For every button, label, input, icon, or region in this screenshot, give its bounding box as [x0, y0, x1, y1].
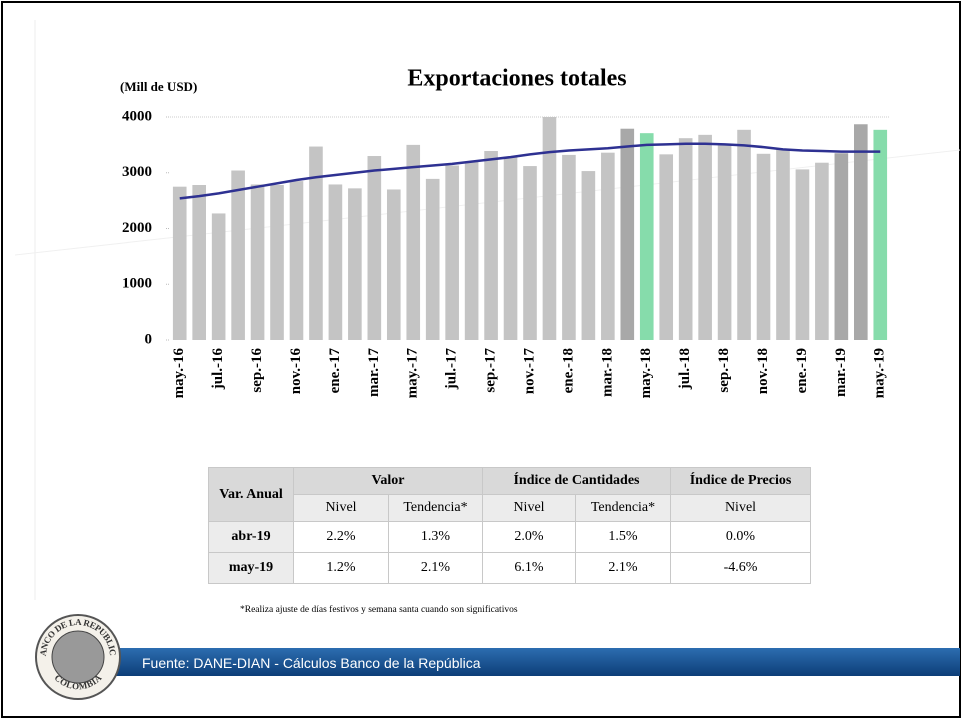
- cell: 2.0%: [482, 521, 576, 553]
- cell: 1.5%: [575, 521, 671, 553]
- bar: [367, 156, 382, 340]
- bar: [523, 166, 537, 340]
- cell: 2.1%: [388, 552, 483, 584]
- x-tick-label: sep.-17: [483, 348, 499, 393]
- row-label: abr-19: [208, 521, 294, 553]
- bar: [250, 184, 265, 340]
- y-tick-label: 1000: [122, 276, 152, 292]
- source: Fuente: DANE-DIAN - Cálculos Banco de la…: [142, 655, 481, 671]
- bar: [776, 149, 790, 340]
- x-tick-label: ene.-19: [794, 348, 810, 393]
- bar: [620, 128, 635, 340]
- bar: [289, 181, 304, 340]
- header-cell: Valor: [293, 467, 483, 495]
- footnote: *Realiza ajuste de días festivos y seman…: [240, 605, 518, 615]
- cell: 2.1%: [575, 552, 671, 584]
- y-tick-label: 0: [145, 331, 153, 347]
- bar: [815, 162, 829, 340]
- bar: [639, 133, 654, 340]
- cell: 0.0%: [670, 521, 811, 553]
- bar: [192, 185, 206, 340]
- x-tick-label: may.-17: [405, 348, 421, 399]
- subheader-cell: Nivel: [670, 494, 811, 522]
- bar: [542, 117, 557, 340]
- x-tick-label: sep.-18: [716, 348, 732, 393]
- bar: [717, 145, 732, 340]
- bar: [386, 189, 401, 340]
- x-tick-label: mar.-18: [599, 348, 615, 397]
- bar: [464, 161, 479, 340]
- bar: [737, 129, 751, 340]
- bar: [172, 186, 187, 340]
- bar: [425, 178, 440, 340]
- x-tick-label: may.-16: [171, 348, 187, 399]
- row-label: may-19: [208, 552, 294, 584]
- bar: [328, 184, 343, 340]
- cell: 2.2%: [293, 521, 389, 553]
- bar: [873, 129, 888, 340]
- header-cell: Índice de Precios: [670, 467, 811, 495]
- bar: [406, 144, 421, 340]
- bar: [503, 156, 518, 340]
- x-tick-label: jul.-18: [677, 348, 693, 390]
- x-tick-label: sep.-16: [249, 348, 265, 393]
- x-tick-label: nov.-16: [288, 348, 304, 395]
- subheader-cell: Tendencia*: [575, 494, 671, 522]
- y-tick-label: 2000: [122, 220, 152, 236]
- footer-bar: [40, 648, 960, 676]
- cell: -4.6%: [670, 552, 811, 584]
- x-tick-label: ene.-18: [560, 348, 576, 393]
- bar: [834, 153, 849, 340]
- bar: [348, 188, 362, 340]
- y-axis-label: (Mill de USD): [120, 79, 197, 94]
- chart-title: Exportaciones totales: [407, 66, 626, 92]
- x-tick-label: nov.-17: [521, 348, 537, 395]
- x-tick-label: may.-19: [872, 348, 888, 398]
- header-cell: Var. Anual: [208, 467, 294, 522]
- bar: [698, 134, 712, 340]
- table: Var. Anual Valor Índice de Cantidades Ín…: [208, 467, 811, 584]
- subheader-cell: Nivel: [482, 494, 576, 522]
- bar: [309, 146, 323, 340]
- cell: 6.1%: [482, 552, 576, 584]
- bar: [445, 165, 459, 340]
- bar: [795, 169, 810, 340]
- bar: [581, 171, 596, 340]
- bar: [231, 170, 245, 340]
- bar: [601, 152, 615, 340]
- bar: [659, 154, 674, 340]
- subheader-cell: Nivel: [293, 494, 389, 522]
- y-tick-label: 3000: [122, 164, 152, 180]
- y-tick-label: 4000: [122, 108, 152, 124]
- x-tick-label: ene.-17: [327, 348, 343, 394]
- bar: [211, 213, 226, 340]
- bar: [678, 138, 693, 340]
- cell: 1.2%: [293, 552, 389, 584]
- x-tick-label: mar.-17: [366, 348, 382, 398]
- x-tick-label: may.-18: [638, 348, 654, 398]
- header-cell: Índice de Cantidades: [482, 467, 671, 495]
- bar: [270, 185, 284, 340]
- x-tick-label: jul.-17: [444, 348, 460, 391]
- x-tick-label: mar.-19: [833, 348, 849, 397]
- subheader-cell: Tendencia*: [388, 494, 483, 522]
- bar: [562, 154, 576, 340]
- bar: [854, 124, 868, 340]
- cell: 1.3%: [388, 521, 483, 553]
- x-tick-label: nov.-18: [755, 348, 771, 394]
- x-tick-label: jul.-16: [210, 348, 226, 391]
- trend-line: [179, 142, 881, 200]
- bar: [756, 153, 771, 340]
- bar: [484, 151, 498, 340]
